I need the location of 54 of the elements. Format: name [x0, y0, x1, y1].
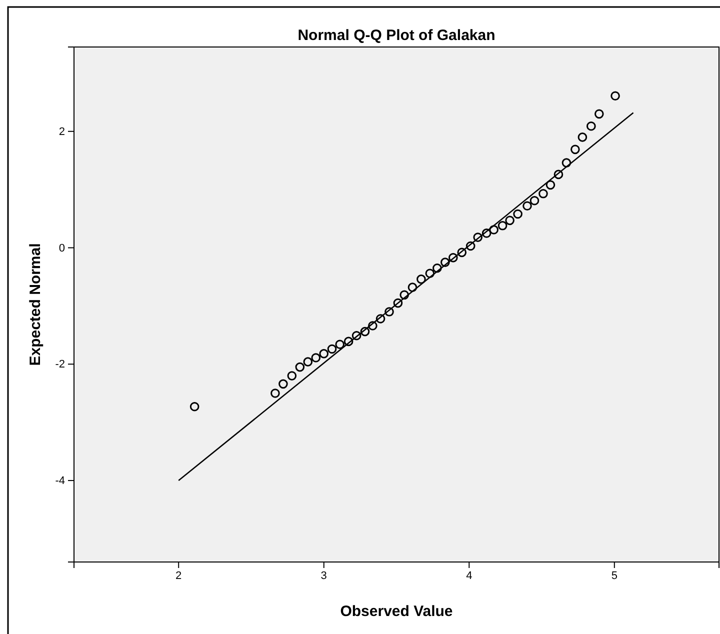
- point: [360, 326, 370, 336]
- y-tick-label: 2: [58, 126, 65, 138]
- point: [498, 221, 508, 230]
- point: [586, 121, 596, 131]
- point: [344, 336, 354, 346]
- point: [190, 402, 200, 412]
- point: [546, 180, 556, 190]
- point: [482, 228, 492, 238]
- point: [530, 196, 540, 206]
- point: [432, 263, 442, 273]
- y-tick-label: 0: [58, 242, 65, 254]
- y-axis-title: Expected Normal: [27, 243, 44, 366]
- point: [311, 353, 321, 362]
- point: [594, 109, 604, 119]
- point: [319, 349, 329, 358]
- point: [513, 209, 522, 219]
- point: [570, 144, 580, 154]
- point: [489, 225, 498, 234]
- point: [466, 241, 476, 251]
- point: [448, 253, 458, 262]
- point: [295, 362, 305, 372]
- x-tick-label: 3: [320, 570, 327, 582]
- point: [457, 248, 467, 258]
- x-tick-label: 4: [466, 570, 472, 582]
- x-axis-title: Observed Value: [340, 603, 453, 620]
- point: [538, 188, 548, 198]
- point: [578, 132, 588, 142]
- point: [408, 282, 418, 292]
- point: [505, 216, 514, 226]
- point: [473, 232, 483, 242]
- point: [270, 388, 280, 398]
- point: [440, 258, 450, 267]
- point: [562, 158, 572, 168]
- y-tick-label: -4: [55, 475, 65, 488]
- y-tick-label: -2: [55, 358, 65, 371]
- point: [335, 340, 345, 350]
- point: [400, 290, 410, 300]
- point: [425, 268, 435, 278]
- point: [416, 274, 426, 284]
- x-tick-label: 5: [611, 570, 618, 582]
- point: [278, 379, 288, 389]
- chart-title: Normal Q-Q Plot of Galakan: [298, 27, 496, 44]
- x-tick-label: 2: [176, 570, 182, 582]
- point: [303, 357, 313, 366]
- point: [376, 314, 386, 324]
- point: [327, 344, 337, 354]
- point: [368, 321, 378, 330]
- point: [393, 298, 403, 308]
- point: [352, 330, 362, 340]
- point: [522, 201, 532, 211]
- point: [554, 170, 564, 180]
- point: [384, 307, 394, 316]
- point: [610, 91, 620, 101]
- point: [287, 371, 297, 380]
